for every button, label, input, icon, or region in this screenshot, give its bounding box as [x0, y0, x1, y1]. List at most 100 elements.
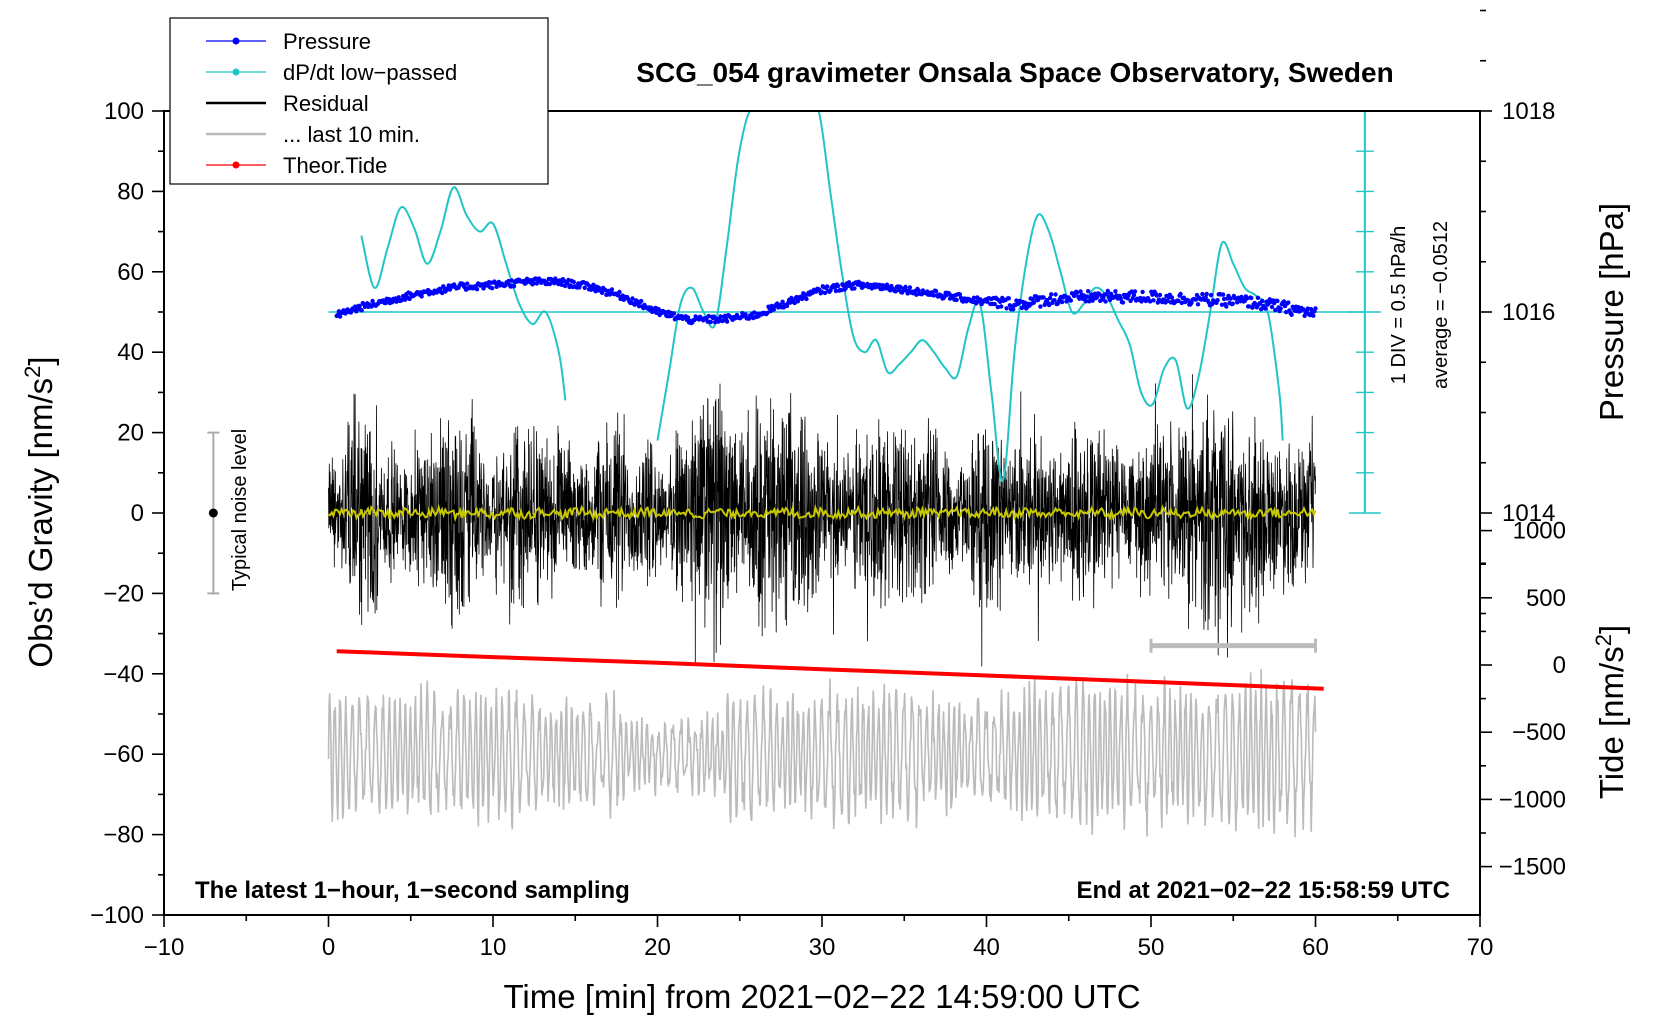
pressure-point — [1103, 299, 1108, 304]
pressure-point — [1084, 294, 1090, 299]
pressure-point — [1269, 304, 1275, 310]
pressure-point — [1078, 289, 1083, 294]
pressure-point — [511, 284, 517, 289]
y-tick-label: 40 — [117, 339, 144, 366]
dpdt-line-1 — [360, 186, 567, 401]
dpdt-scale-label: 1 DIV = 0.5 hPa/h — [1388, 226, 1410, 384]
pressure-point — [1113, 289, 1118, 294]
y-axis-title-tide: Tide [nm/s2] — [1591, 625, 1630, 799]
pressure-point — [636, 304, 642, 309]
pressure-point — [724, 319, 730, 324]
pressure-point — [1075, 290, 1080, 295]
y-tick-label: 0 — [131, 500, 144, 527]
pressure-point — [1038, 304, 1043, 309]
tide-tick-label: −500 — [1512, 719, 1566, 746]
pressure-point — [1086, 289, 1091, 294]
last-10-min-line — [327, 668, 1317, 838]
pressure-point — [1092, 291, 1097, 296]
pressure-point — [877, 282, 882, 287]
y-axis-title-tide-text: Tide [nm/s — [1593, 646, 1630, 799]
legend-label: dP/dt low−passed — [283, 60, 457, 85]
pressure-point — [903, 284, 908, 290]
pressure-point — [916, 288, 921, 293]
pressure-point — [1313, 306, 1318, 311]
pressure-point — [846, 280, 852, 285]
pressure-point — [1004, 306, 1009, 311]
y-tick-label: 100 — [104, 98, 144, 125]
y-axis-title-left: Obs’d Gravity [nm/s2] — [20, 356, 59, 667]
y-tick-label: −20 — [103, 580, 144, 607]
pressure-point — [1151, 298, 1156, 303]
pressure-point — [654, 310, 659, 315]
legend-swatch-dot — [232, 37, 240, 45]
pressure-point — [839, 287, 844, 293]
pressure-point — [1281, 299, 1287, 304]
axes: −10 0 10 20 30 40 50 60 70−100−80−60−40−20020406… — [90, 9, 1566, 961]
pressure-point — [1006, 296, 1011, 301]
noise-label: Typical noise level — [229, 429, 251, 591]
pressure-point — [1178, 291, 1183, 297]
y-axis-title-tide-tail: ] — [1593, 625, 1630, 634]
pressure-point — [1132, 289, 1138, 294]
pressure-point — [1301, 307, 1306, 312]
pressure-point — [1228, 296, 1233, 301]
pressure-tick-label: 1018 — [1502, 98, 1555, 125]
pressure-point — [835, 283, 841, 289]
pressure-point — [559, 282, 564, 287]
y-axis-title-left-sup: 2 — [20, 366, 45, 378]
pressure-point — [1215, 298, 1220, 303]
legend-swatch-dot — [232, 161, 240, 169]
pressure-point — [971, 295, 977, 300]
pressure-point — [1120, 300, 1126, 305]
pressure-point — [1041, 295, 1046, 300]
pressure-point — [743, 312, 748, 317]
y-tick-label: −60 — [103, 741, 144, 768]
pressure-point — [1118, 296, 1124, 301]
pressure-point — [1193, 297, 1199, 302]
noise-bar-center — [208, 508, 218, 518]
pressure-point — [1275, 298, 1280, 304]
pressure-point — [1107, 297, 1113, 303]
pressure-point — [1169, 295, 1175, 300]
pressure-point — [337, 314, 343, 319]
pressure-point — [1047, 295, 1053, 301]
legend-box — [169, 17, 549, 185]
smoothed-residual-line — [327, 504, 1317, 523]
pressure-point — [1295, 304, 1301, 310]
pressure-point — [1022, 300, 1028, 305]
pressure-point — [771, 307, 777, 312]
legend-label: ... last 10 min. — [283, 122, 420, 147]
legend-label: Pressure — [283, 29, 371, 54]
pressure-point — [357, 303, 362, 309]
pressure-point — [1083, 299, 1089, 304]
pressure-point — [1221, 296, 1227, 302]
legend-label: Theor.Tide — [283, 153, 387, 178]
bottom-left-note: The latest 1−hour, 1−second sampling — [195, 877, 630, 904]
pressure-point — [1011, 307, 1016, 312]
pressure-point — [632, 302, 637, 307]
pressure-point — [1053, 292, 1058, 297]
pressure-series — [334, 276, 1318, 326]
pressure-point — [931, 293, 936, 298]
pressure-point — [954, 297, 959, 303]
pressure-point — [474, 287, 480, 292]
pressure-point — [599, 290, 605, 295]
pressure-point — [1138, 295, 1143, 301]
pressure-point — [1186, 298, 1191, 303]
pressure-point — [1094, 295, 1100, 300]
pressure-point — [957, 292, 963, 297]
x-tick-label: −10 — [144, 934, 185, 961]
pressure-point — [1195, 302, 1201, 307]
y-tick-label: 60 — [117, 259, 144, 286]
pressure-point — [984, 299, 990, 304]
pressure-point — [419, 294, 424, 299]
pressure-point — [999, 304, 1004, 309]
pressure-point — [1263, 306, 1268, 311]
pressure-point — [769, 303, 774, 309]
y-tick-label: 80 — [117, 178, 144, 205]
legend-swatch-dot — [232, 68, 240, 76]
y-tick-label: −100 — [90, 902, 144, 929]
x-tick-label: 30 — [809, 934, 836, 961]
y-tick-label: 20 — [117, 420, 144, 447]
pressure-point — [780, 299, 785, 304]
